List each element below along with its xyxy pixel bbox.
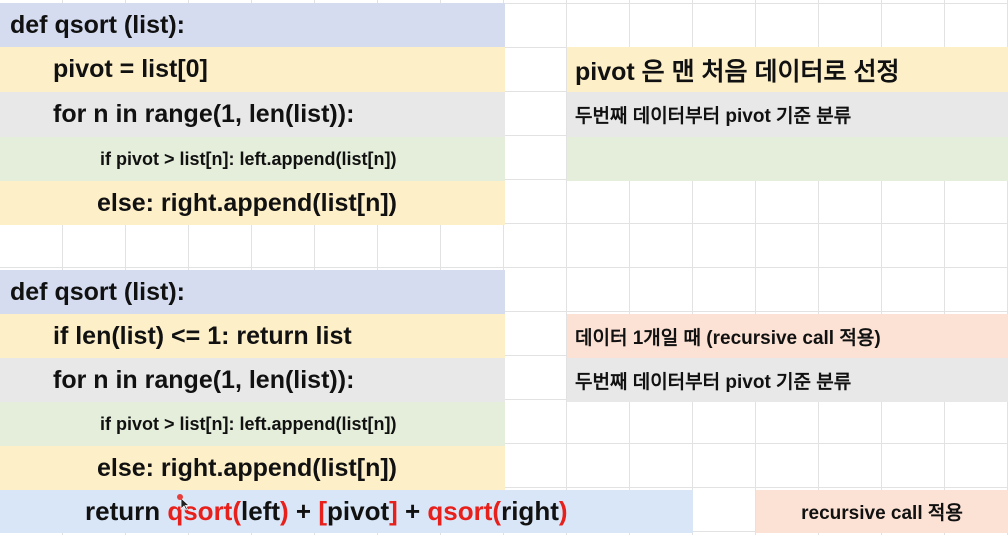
- code-line-for-1[interactable]: for n in range(1, len(list)):: [0, 92, 505, 137]
- qsort-call-right: qsort(: [427, 496, 502, 526]
- pivot-arg: pivot: [327, 496, 390, 526]
- close-paren-left: ): [280, 496, 289, 526]
- code-text: def qsort (list):: [10, 277, 185, 306]
- close-bracket: ]: [389, 496, 398, 526]
- code-line-def-2[interactable]: def qsort (list):: [0, 270, 505, 314]
- code-line-def-1[interactable]: def qsort (list):: [0, 3, 505, 47]
- note-partition-1[interactable]: 두번째 데이터부터 pivot 기준 분류: [567, 92, 1008, 137]
- code-text: if len(list) <= 1: return list: [53, 321, 352, 350]
- code-text: for n in range(1, len(list)):: [53, 365, 355, 394]
- note-base-case[interactable]: 데이터 1개일 때 (recursive call 적용): [567, 314, 1008, 358]
- close-paren-right: ): [558, 496, 568, 526]
- code-line-if-1[interactable]: if pivot > list[n]: left.append(list[n]): [0, 137, 505, 181]
- note-text: 두번째 데이터부터 pivot 기준 분류: [575, 371, 852, 393]
- qsort-call-left: qsort(: [167, 496, 242, 526]
- cursor-highlight-dot: [177, 494, 183, 500]
- plus-operator-1: +: [288, 496, 319, 526]
- code-text: for n in range(1, len(list)):: [53, 100, 355, 128]
- mouse-pointer-icon: [180, 497, 190, 511]
- code-text: else: right.append(list[n]): [97, 453, 397, 482]
- right-arg: right: [501, 496, 559, 526]
- code-line-else-2[interactable]: else: right.append(list[n]): [0, 446, 505, 490]
- note-text: recursive call 적용: [801, 503, 963, 524]
- note-text: pivot 은 맨 처음 데이터로 선정: [575, 57, 900, 86]
- note-text: 두번째 데이터부터 pivot 기준 분류: [575, 106, 852, 127]
- code-line-for-2[interactable]: for n in range(1, len(list)):: [0, 358, 505, 402]
- code-text: if pivot > list[n]: left.append(list[n]): [100, 148, 397, 169]
- return-keyword: return: [85, 496, 168, 526]
- code-line-pivot[interactable]: pivot = list[0]: [0, 47, 505, 92]
- code-text: def qsort (list):: [10, 10, 185, 39]
- open-bracket: [: [318, 496, 327, 526]
- code-text: else: right.append(list[n]): [97, 188, 397, 217]
- code-text: if pivot > list[n]: left.append(list[n]): [100, 413, 397, 434]
- code-line-if-len[interactable]: if len(list) <= 1: return list: [0, 314, 505, 358]
- plus-operator-2: +: [397, 496, 428, 526]
- note-empty-green[interactable]: [567, 137, 1008, 181]
- code-line-else-1[interactable]: else: right.append(list[n]): [0, 181, 505, 225]
- note-text: 데이터 1개일 때 (recursive call 적용): [575, 327, 881, 349]
- code-text: pivot = list[0]: [53, 55, 208, 83]
- note-recursive-call[interactable]: recursive call 적용: [756, 490, 1008, 533]
- code-line-return[interactable]: return qsort( left ) + [ pivot ] + qsort…: [0, 490, 693, 533]
- note-pivot-selection[interactable]: pivot 은 맨 처음 데이터로 선정: [567, 47, 1008, 92]
- code-line-if-2[interactable]: if pivot > list[n]: left.append(list[n]): [0, 402, 505, 446]
- note-partition-2[interactable]: 두번째 데이터부터 pivot 기준 분류: [567, 358, 1008, 402]
- left-arg: left: [241, 496, 281, 526]
